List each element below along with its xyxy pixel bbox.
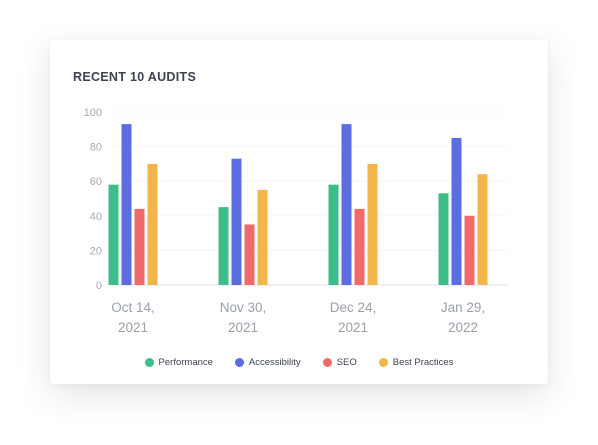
bar-best-practices — [257, 189, 268, 285]
x-tick-label: Nov 30, 2021 — [220, 300, 267, 335]
y-tick-label: 80 — [90, 142, 102, 154]
bar-seo — [244, 224, 255, 285]
bar-best-practices — [367, 163, 378, 285]
bar-seo — [134, 208, 145, 285]
bar-accessibility — [121, 124, 132, 285]
chart-legend: Performance Accessibility SEO Best Practice… — [50, 357, 548, 368]
bar-best-practices — [147, 163, 158, 285]
card-title: RECENT 10 AUDITS — [73, 70, 197, 84]
legend-item-best-practices[interactable]: Best Practices — [378, 357, 454, 368]
bar-performance — [218, 207, 229, 285]
y-tick-label: 40 — [90, 211, 102, 223]
bar-seo — [354, 208, 365, 285]
legend-swatch — [378, 358, 388, 367]
bar-performance — [438, 193, 449, 285]
legend-label: Best Practices — [392, 357, 454, 368]
legend-swatch — [234, 358, 244, 367]
bar-accessibility — [231, 158, 242, 285]
legend-item-seo[interactable]: SEO — [322, 357, 357, 368]
x-tick-label: Jan 29, 2022 — [441, 300, 485, 335]
x-tick-label: Oct 14, 2021 — [111, 300, 155, 335]
bar-performance — [108, 184, 119, 285]
legend-label: SEO — [336, 357, 357, 368]
bar-best-practices — [477, 174, 488, 285]
bar-performance — [328, 184, 339, 285]
legend-label: Accessibility — [248, 357, 301, 368]
legend-swatch — [144, 358, 154, 367]
legend-label: Performance — [158, 357, 213, 368]
y-tick-label: 100 — [84, 107, 102, 119]
legend-item-performance[interactable]: Performance — [144, 357, 213, 368]
x-tick-label: Dec 24, 2021 — [330, 300, 377, 335]
audits-card: RECENT 10 AUDITS 0 20 40 60 80 100 Oct 14, 2021… — [50, 40, 548, 384]
bar-seo — [464, 215, 475, 285]
bar-accessibility — [451, 137, 462, 285]
y-tick-label: 20 — [90, 245, 102, 257]
y-tick-label: 0 — [96, 280, 102, 292]
bar-accessibility — [341, 124, 352, 285]
audits-bar-chart: 0 20 40 60 80 100 Oct 14, 2021 Nov 30, 2021 Dec 24… — [84, 107, 508, 335]
y-tick-label: 60 — [90, 176, 102, 188]
legend-swatch — [322, 358, 332, 367]
legend-item-accessibility[interactable]: Accessibility — [234, 357, 301, 368]
